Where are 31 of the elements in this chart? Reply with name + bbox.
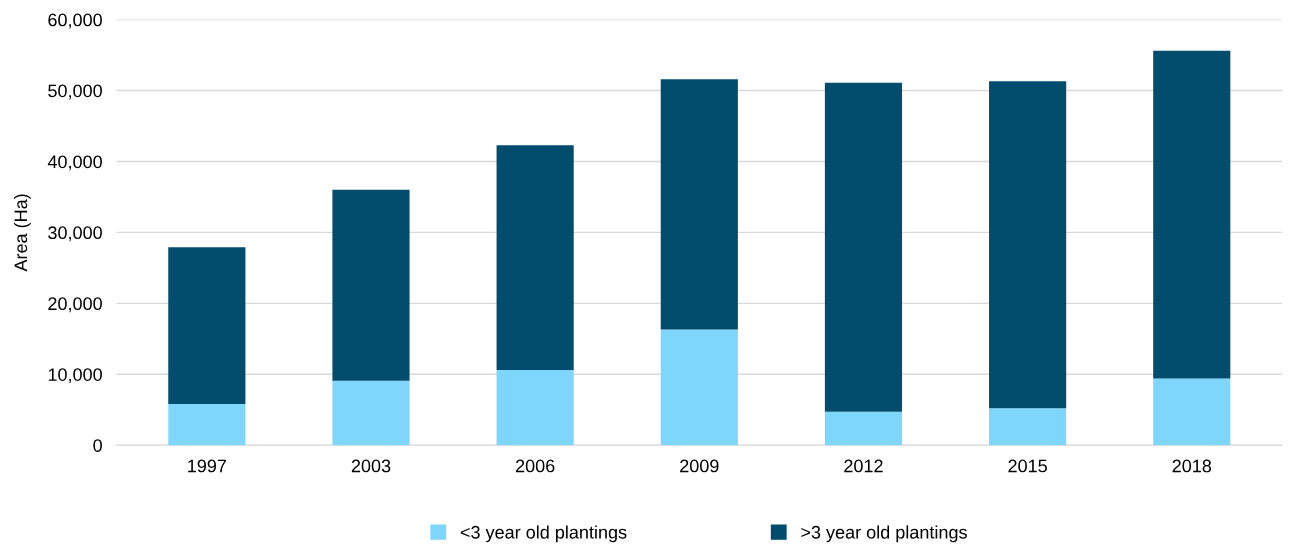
y-tick-label: 40,000 (47, 155, 102, 171)
y-tick-label: 0 (93, 439, 102, 452)
bar (660, 79, 738, 330)
x-tick-label: 2015 (1008, 459, 1047, 473)
legend-label: >3 year old plantings (801, 525, 967, 543)
x-tick-label: 2006 (515, 459, 555, 473)
bar (168, 247, 246, 405)
y-tick-label: 30,000 (48, 226, 102, 242)
y-tick-label: 60,000 (48, 13, 102, 29)
y-tick-label: 20,000 (48, 297, 102, 313)
x-tick-label: 2003 (351, 459, 391, 473)
bar (660, 329, 738, 446)
bar (1153, 50, 1231, 379)
x-tick-label: 1997 (188, 459, 227, 473)
x-tick-label: 2012 (844, 459, 883, 473)
bar (989, 81, 1067, 409)
bar (1153, 378, 1231, 446)
y-axis-title: Area (Ha) (13, 194, 31, 272)
bar (989, 408, 1067, 446)
bar (496, 370, 574, 446)
bar (496, 145, 574, 371)
bar (332, 189, 410, 381)
y-tick-label: 50,000 (48, 84, 102, 100)
legend-label: <3 year old plantings (460, 525, 627, 543)
bar (824, 82, 903, 412)
bar (824, 411, 903, 446)
y-tick-label: 10,000 (48, 368, 102, 384)
bar (332, 380, 410, 446)
x-tick-label: 2018 (1172, 459, 1212, 473)
x-tick-label: 2009 (680, 459, 719, 473)
bar (168, 404, 246, 446)
